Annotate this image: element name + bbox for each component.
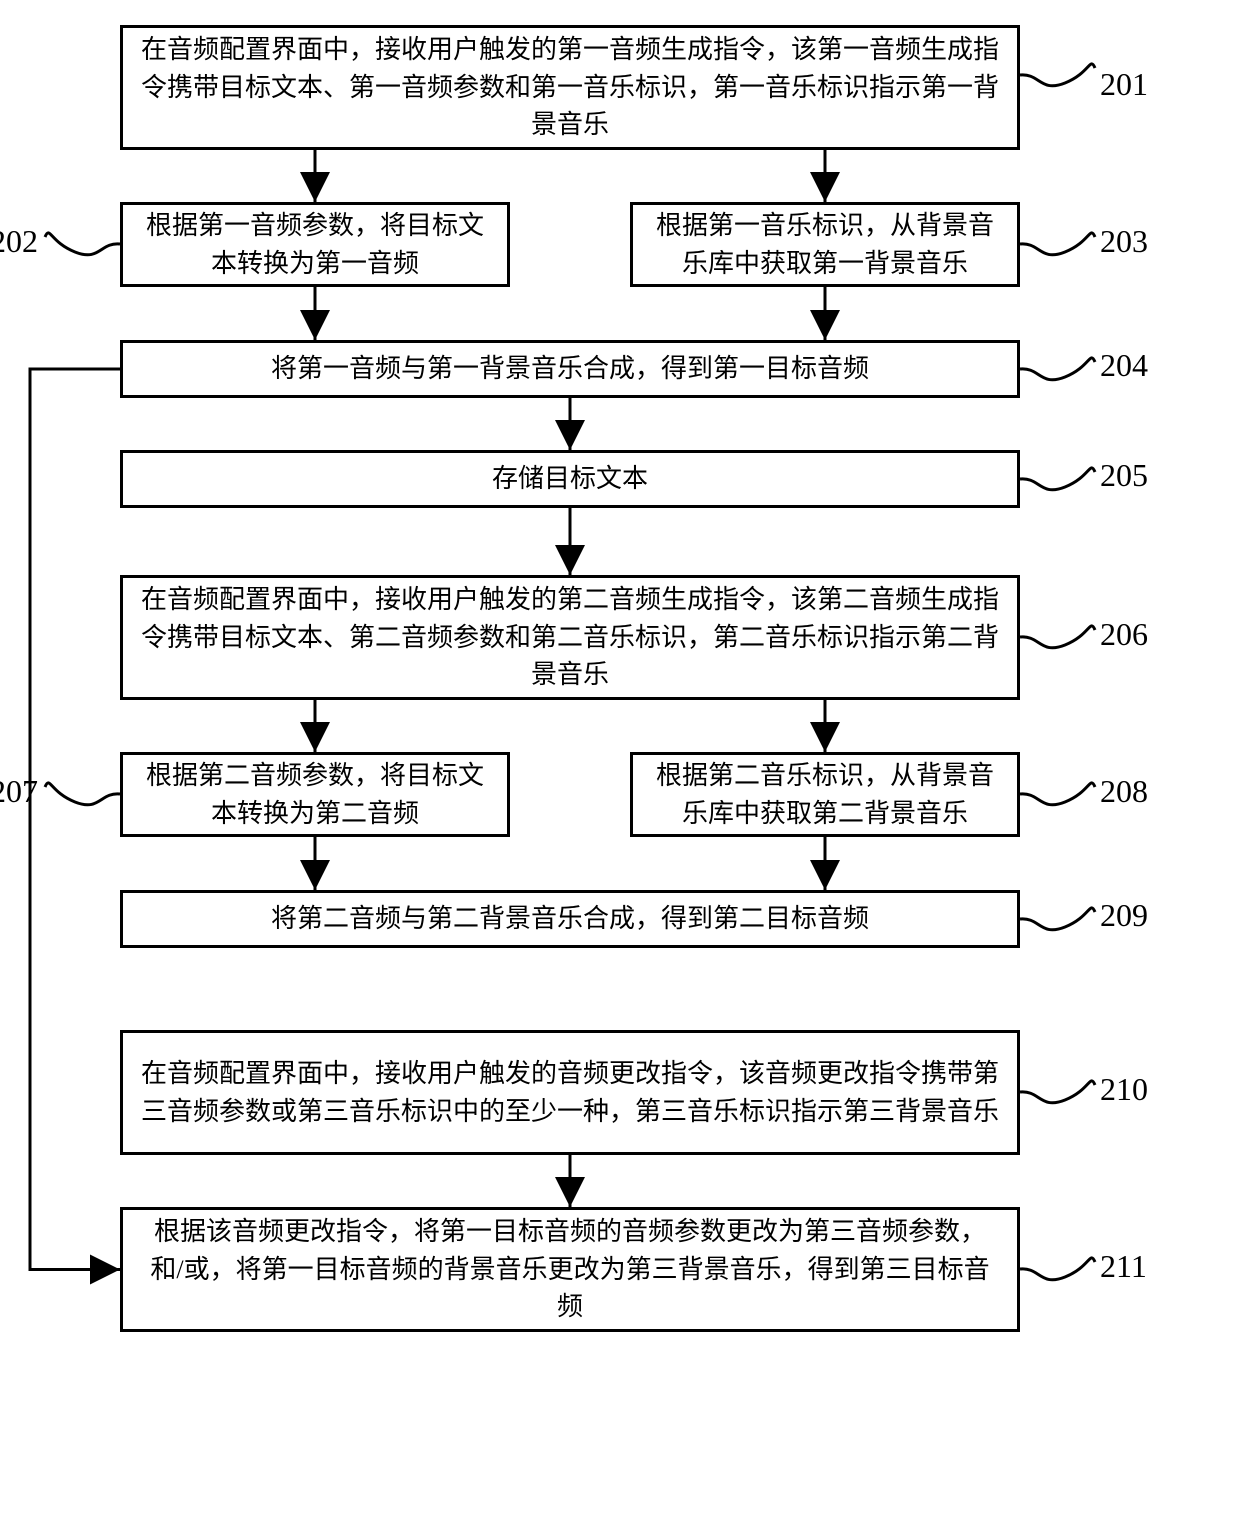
flowchart-canvas: 在音频配置界面中，接收用户触发的第一音频生成指令，该第一音频生成指令携带目标文本… [0, 0, 1240, 1513]
flow-box-text: 根据第二音频参数，将目标文本转换为第二音频 [139, 757, 491, 832]
flow-label-206: 206 [1100, 616, 1148, 653]
flow-label-207: 207 [0, 773, 38, 810]
flow-label-209: 209 [1100, 897, 1148, 934]
flow-box-208: 根据第二音乐标识，从背景音乐库中获取第二背景音乐 [630, 752, 1020, 837]
flow-box-text: 根据第一音乐标识，从背景音乐库中获取第一背景音乐 [649, 207, 1001, 282]
flow-label-203: 203 [1100, 223, 1148, 260]
flow-label-208: 208 [1100, 773, 1148, 810]
flow-box-text: 在音频配置界面中，接收用户触发的第一音频生成指令，该第一音频生成指令携带目标文本… [139, 31, 1001, 144]
flow-box-text: 将第二音频与第二背景音乐合成，得到第二目标音频 [271, 900, 869, 938]
flow-box-210: 在音频配置界面中，接收用户触发的音频更改指令，该音频更改指令携带第三音频参数或第… [120, 1030, 1020, 1155]
flow-label-201: 201 [1100, 66, 1148, 103]
flow-box-206: 在音频配置界面中，接收用户触发的第二音频生成指令，该第二音频生成指令携带目标文本… [120, 575, 1020, 700]
flow-box-211: 根据该音频更改指令，将第一目标音频的音频参数更改为第三音频参数，和/或，将第一目… [120, 1207, 1020, 1332]
flow-box-203: 根据第一音乐标识，从背景音乐库中获取第一背景音乐 [630, 202, 1020, 287]
flow-box-text: 存储目标文本 [492, 460, 648, 498]
flow-box-text: 根据第二音乐标识，从背景音乐库中获取第二背景音乐 [649, 757, 1001, 832]
flow-box-text: 将第一音频与第一背景音乐合成，得到第一目标音频 [271, 350, 869, 388]
flow-box-209: 将第二音频与第二背景音乐合成，得到第二目标音频 [120, 890, 1020, 948]
flow-box-text: 根据第一音频参数，将目标文本转换为第一音频 [139, 207, 491, 282]
flow-box-205: 存储目标文本 [120, 450, 1020, 508]
flow-box-207: 根据第二音频参数，将目标文本转换为第二音频 [120, 752, 510, 837]
flow-box-204: 将第一音频与第一背景音乐合成，得到第一目标音频 [120, 340, 1020, 398]
flow-label-202: 202 [0, 223, 38, 260]
flow-label-210: 210 [1100, 1071, 1148, 1108]
flow-label-205: 205 [1100, 457, 1148, 494]
flow-box-201: 在音频配置界面中，接收用户触发的第一音频生成指令，该第一音频生成指令携带目标文本… [120, 25, 1020, 150]
flow-box-text: 在音频配置界面中，接收用户触发的第二音频生成指令，该第二音频生成指令携带目标文本… [139, 581, 1001, 694]
flow-box-text: 根据该音频更改指令，将第一目标音频的音频参数更改为第三音频参数，和/或，将第一目… [139, 1213, 1001, 1326]
flow-box-text: 在音频配置界面中，接收用户触发的音频更改指令，该音频更改指令携带第三音频参数或第… [139, 1055, 1001, 1130]
flow-box-202: 根据第一音频参数，将目标文本转换为第一音频 [120, 202, 510, 287]
flow-label-211: 211 [1100, 1248, 1147, 1285]
flow-label-204: 204 [1100, 347, 1148, 384]
